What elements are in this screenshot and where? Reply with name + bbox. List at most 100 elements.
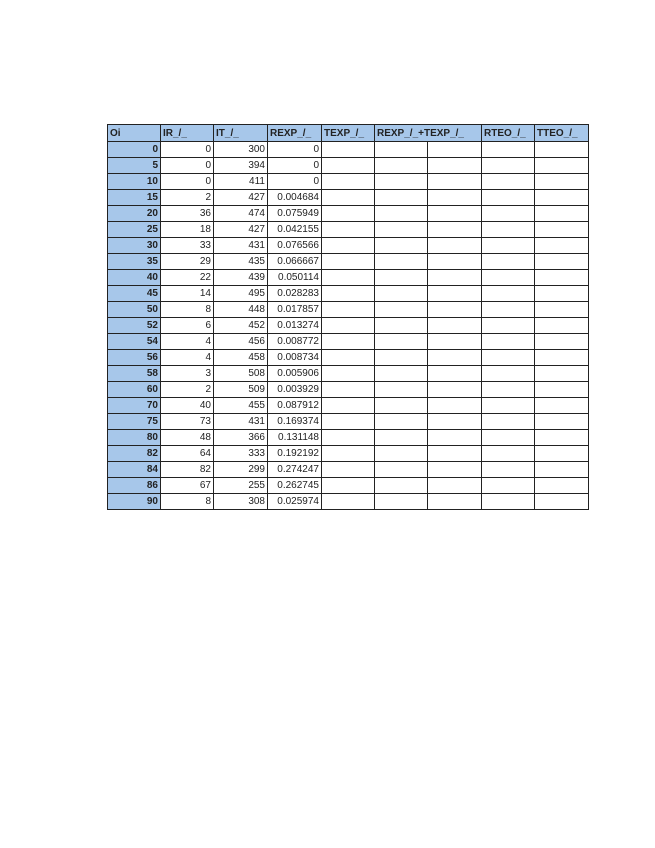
table-cell[interactable]: 40 — [160, 397, 214, 414]
cell-oi[interactable]: 30 — [107, 237, 161, 254]
table-cell[interactable] — [427, 253, 482, 270]
table-cell[interactable]: 427 — [213, 189, 268, 206]
table-cell[interactable]: 67 — [160, 477, 214, 494]
table-cell[interactable] — [374, 285, 428, 302]
table-cell[interactable] — [427, 413, 482, 430]
table-cell[interactable] — [534, 141, 589, 158]
table-cell[interactable]: 0.087912 — [267, 397, 322, 414]
cell-oi[interactable]: 82 — [107, 445, 161, 462]
table-cell[interactable] — [534, 205, 589, 222]
table-cell[interactable] — [534, 285, 589, 302]
table-cell[interactable] — [481, 349, 535, 366]
table-cell[interactable] — [534, 157, 589, 174]
table-cell[interactable] — [481, 333, 535, 350]
table-cell[interactable]: 0.274247 — [267, 461, 322, 478]
table-cell[interactable]: 2 — [160, 189, 214, 206]
table-cell[interactable] — [321, 445, 375, 462]
table-cell[interactable] — [374, 221, 428, 238]
table-cell[interactable] — [427, 445, 482, 462]
cell-oi[interactable]: 5 — [107, 157, 161, 174]
table-cell[interactable]: 0 — [160, 157, 214, 174]
table-cell[interactable] — [321, 221, 375, 238]
table-cell[interactable] — [374, 157, 428, 174]
table-cell[interactable] — [427, 173, 482, 190]
table-cell[interactable] — [321, 301, 375, 318]
table-cell[interactable] — [374, 205, 428, 222]
table-cell[interactable] — [481, 397, 535, 414]
table-cell[interactable] — [481, 173, 535, 190]
table-cell[interactable] — [427, 237, 482, 254]
table-cell[interactable] — [534, 221, 589, 238]
table-cell[interactable] — [427, 301, 482, 318]
table-cell[interactable] — [321, 349, 375, 366]
table-cell[interactable] — [321, 317, 375, 334]
table-cell[interactable]: 8 — [160, 493, 214, 510]
table-cell[interactable] — [374, 493, 428, 510]
table-cell[interactable] — [481, 317, 535, 334]
table-cell[interactable] — [321, 285, 375, 302]
table-cell[interactable] — [481, 221, 535, 238]
table-cell[interactable] — [427, 381, 482, 398]
table-cell[interactable]: 0.192192 — [267, 445, 322, 462]
table-cell[interactable] — [374, 429, 428, 446]
table-cell[interactable] — [321, 381, 375, 398]
table-cell[interactable]: 0.017857 — [267, 301, 322, 318]
table-cell[interactable]: 255 — [213, 477, 268, 494]
cell-oi[interactable]: 80 — [107, 429, 161, 446]
table-cell[interactable] — [374, 237, 428, 254]
table-cell[interactable] — [321, 333, 375, 350]
table-cell[interactable]: 33 — [160, 237, 214, 254]
cell-oi[interactable]: 86 — [107, 477, 161, 494]
table-cell[interactable] — [427, 349, 482, 366]
table-cell[interactable] — [481, 237, 535, 254]
table-cell[interactable] — [481, 253, 535, 270]
table-cell[interactable] — [534, 237, 589, 254]
table-cell[interactable] — [481, 205, 535, 222]
table-cell[interactable] — [481, 365, 535, 382]
table-cell[interactable]: 0.262745 — [267, 477, 322, 494]
table-cell[interactable] — [481, 477, 535, 494]
cell-oi[interactable]: 15 — [107, 189, 161, 206]
table-cell[interactable] — [374, 461, 428, 478]
table-cell[interactable] — [481, 461, 535, 478]
table-cell[interactable]: 508 — [213, 365, 268, 382]
table-cell[interactable] — [481, 141, 535, 158]
table-cell[interactable] — [534, 477, 589, 494]
table-cell[interactable] — [374, 477, 428, 494]
table-cell[interactable] — [374, 269, 428, 286]
table-cell[interactable]: 509 — [213, 381, 268, 398]
table-cell[interactable] — [321, 493, 375, 510]
table-cell[interactable] — [481, 157, 535, 174]
table-cell[interactable] — [534, 365, 589, 382]
table-cell[interactable] — [481, 429, 535, 446]
table-cell[interactable] — [534, 445, 589, 462]
table-cell[interactable] — [481, 445, 535, 462]
table-cell[interactable] — [374, 397, 428, 414]
table-cell[interactable] — [321, 269, 375, 286]
table-cell[interactable]: 0.008734 — [267, 349, 322, 366]
table-cell[interactable]: 439 — [213, 269, 268, 286]
table-cell[interactable] — [427, 157, 482, 174]
table-cell[interactable]: 0.050114 — [267, 269, 322, 286]
table-cell[interactable]: 0.008772 — [267, 333, 322, 350]
table-cell[interactable] — [481, 189, 535, 206]
table-cell[interactable]: 0.004684 — [267, 189, 322, 206]
cell-oi[interactable]: 58 — [107, 365, 161, 382]
table-cell[interactable] — [534, 173, 589, 190]
cell-oi[interactable]: 50 — [107, 301, 161, 318]
cell-oi[interactable]: 40 — [107, 269, 161, 286]
table-cell[interactable] — [534, 349, 589, 366]
table-cell[interactable] — [321, 237, 375, 254]
table-cell[interactable]: 452 — [213, 317, 268, 334]
table-cell[interactable] — [534, 381, 589, 398]
cell-oi[interactable]: 52 — [107, 317, 161, 334]
table-cell[interactable]: 4 — [160, 333, 214, 350]
table-cell[interactable] — [427, 285, 482, 302]
table-cell[interactable] — [374, 141, 428, 158]
table-cell[interactable] — [321, 429, 375, 446]
table-cell[interactable] — [374, 349, 428, 366]
table-cell[interactable] — [321, 253, 375, 270]
table-cell[interactable]: 435 — [213, 253, 268, 270]
table-cell[interactable]: 22 — [160, 269, 214, 286]
table-cell[interactable] — [427, 397, 482, 414]
